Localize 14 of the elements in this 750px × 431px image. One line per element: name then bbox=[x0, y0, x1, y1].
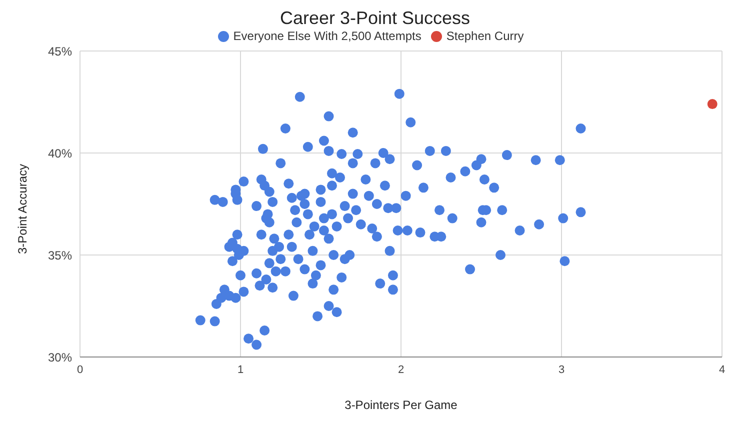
chart-title: Career 3-Point Success bbox=[278, 8, 472, 29]
legend-label: Stephen Curry bbox=[446, 29, 524, 43]
y-tick-label: 40% bbox=[48, 146, 72, 160]
y-tick-label: 45% bbox=[48, 44, 72, 58]
y-tick-label: 35% bbox=[48, 248, 72, 262]
x-tick-label: 2 bbox=[398, 364, 404, 376]
x-tick-label: 3 bbox=[558, 364, 565, 376]
legend-label: Everyone Else With 2,500 Attempts bbox=[233, 29, 422, 43]
y-axis-title: 3-Point Accuracy bbox=[15, 164, 30, 254]
x-tick-label: 4 bbox=[718, 364, 726, 376]
x-tick-label: 1 bbox=[237, 364, 244, 376]
y-tick-label: 30% bbox=[48, 350, 72, 364]
x-axis-title: 3-Pointers Per Game bbox=[344, 398, 458, 412]
x-tick-label: 0 bbox=[76, 364, 84, 376]
